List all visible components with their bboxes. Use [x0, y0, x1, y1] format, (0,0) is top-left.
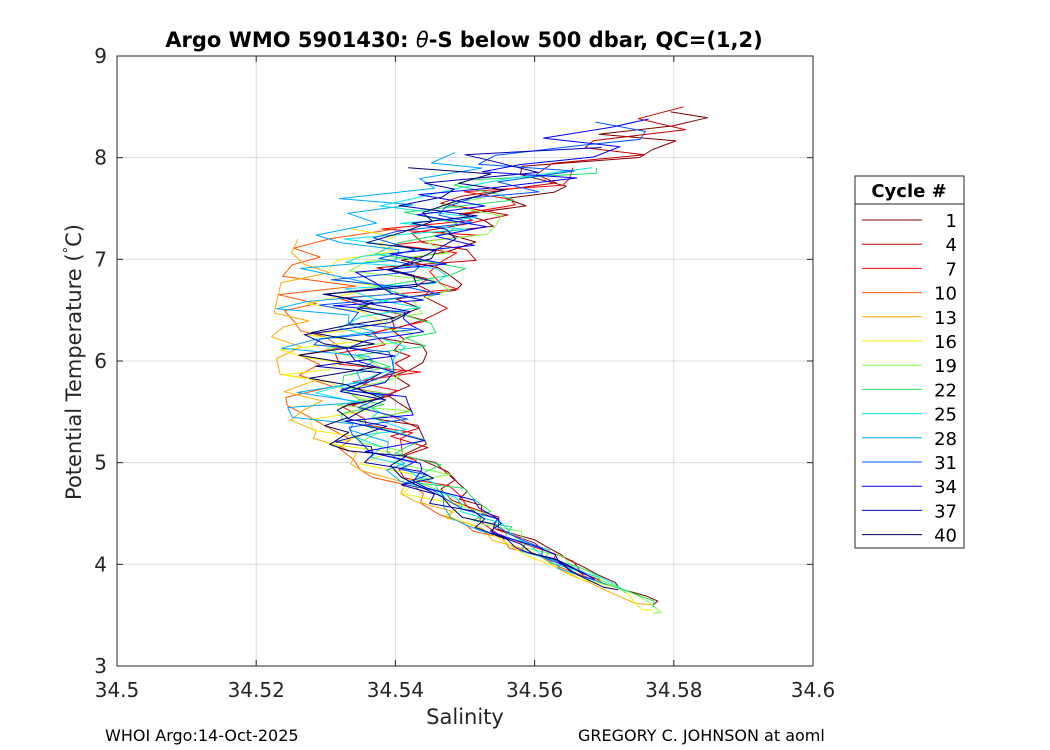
legend-label-40: 40: [934, 526, 957, 547]
y-tick-label: 7: [94, 247, 107, 271]
grid: [117, 56, 813, 666]
x-tick-label: 34.56: [506, 678, 563, 702]
legend-label-16: 16: [934, 332, 957, 353]
y-axis-label: Potential Temperature (°C): [62, 224, 86, 500]
x-tick-label: 34.58: [645, 678, 702, 702]
legend-label-37: 37: [934, 501, 957, 522]
legend-label-4: 4: [946, 235, 957, 256]
profile-line-cycle-37: [303, 147, 602, 575]
profile-line-cycle-28: [276, 152, 607, 586]
legend-label-25: 25: [934, 405, 957, 426]
x-tick-label: 34.6: [791, 678, 836, 702]
y-tick-label: 6: [94, 349, 107, 373]
x-axis-ticks: 34.5 34.52 34.54 34.56 34.58 34.6: [95, 56, 836, 702]
y-axis-ticks: 3 4 5 6 7 8 9: [94, 44, 813, 678]
legend-label-22: 22: [934, 380, 957, 401]
legend-label-1: 1: [946, 211, 957, 232]
x-axis-label: Salinity: [426, 705, 504, 729]
legend-label-31: 31: [934, 453, 957, 474]
footer-left: WHOI Argo:14-Oct-2025: [105, 726, 299, 745]
x-tick-label: 34.52: [228, 678, 285, 702]
legend-entries: 1 4 7 10 13 16 19 22 25 28 31 34 37 40: [862, 211, 957, 547]
profile-line-cycle-34: [332, 118, 649, 581]
profile-line-cycle-10: [277, 228, 607, 586]
legend-label-7: 7: [946, 259, 957, 280]
legend-label-10: 10: [934, 284, 957, 305]
legend-label-28: 28: [934, 429, 957, 450]
y-tick-label: 9: [94, 44, 107, 68]
profile-line-cycle-40: [298, 167, 619, 591]
legend: Cycle # 1 4 7 10 13 16 19 22 25 28 31 34 37 40: [854, 175, 965, 549]
y-tick-label: 4: [94, 552, 107, 576]
chart-title: Argo WMO 5901430: θ-S below 500 dbar, QC…: [165, 28, 762, 52]
y-tick-label: 3: [94, 654, 107, 678]
legend-label-13: 13: [934, 308, 957, 329]
profile-lines: [271, 106, 709, 614]
x-tick-label: 34.54: [367, 678, 424, 702]
legend-label-34: 34: [934, 477, 957, 498]
x-tick-label: 34.5: [95, 678, 140, 702]
profile-line-cycle-1: [365, 111, 709, 606]
footer-right: GREGORY C. JOHNSON at aoml: [578, 726, 825, 745]
profile-line-cycle-7: [334, 167, 584, 575]
y-tick-label: 5: [94, 451, 107, 475]
y-tick-label: 8: [94, 146, 107, 170]
profile-line-cycle-25: [315, 167, 626, 594]
legend-title: Cycle #: [871, 181, 946, 202]
legend-label-19: 19: [934, 356, 957, 377]
